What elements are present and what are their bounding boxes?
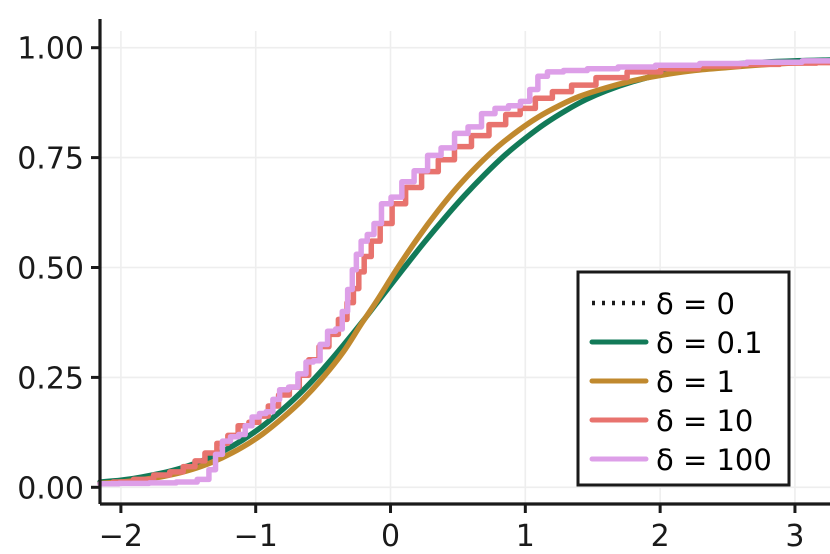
legend[interactable]: δ = 0 δ = 0.1 δ = 1 δ = 10 δ = 100 — [576, 270, 791, 487]
axes — [91, 19, 830, 513]
y-axis-tick-labels: 0.00 0.25 0.50 0.75 1.00 — [17, 32, 84, 507]
x-axis-tick-label: 0 — [381, 519, 400, 554]
x-axis-tick-label: −1 — [234, 519, 278, 554]
legend-entry-label: δ = 100 — [656, 443, 772, 477]
x-axis-tick-label: 3 — [785, 519, 804, 554]
x-axis-tick-label: 2 — [651, 519, 670, 554]
legend-entry-label: δ = 10 — [656, 404, 753, 438]
data-series-group — [97, 57, 830, 487]
legend-entry-label: δ = 0 — [656, 287, 735, 321]
series-line--1 — [97, 59, 830, 487]
y-axis-tick-label: 0.25 — [17, 361, 84, 396]
series-line--10 — [97, 59, 830, 487]
y-axis-tick-label: 1.00 — [17, 32, 84, 67]
x-axis-tick-label: 1 — [516, 519, 535, 554]
x-axis-tick-label: −2 — [99, 519, 143, 554]
x-axis-tick-labels: −2 −1 0 1 2 3 — [99, 519, 805, 554]
y-axis-tick-label: 0.75 — [17, 142, 84, 177]
legend-entry-label: δ = 1 — [656, 365, 735, 399]
series-line--100 — [97, 58, 830, 487]
legend-entry-label: δ = 0.1 — [656, 326, 763, 360]
y-axis-tick-label: 0.00 — [17, 471, 84, 506]
y-axis-tick-label: 0.50 — [17, 252, 84, 287]
